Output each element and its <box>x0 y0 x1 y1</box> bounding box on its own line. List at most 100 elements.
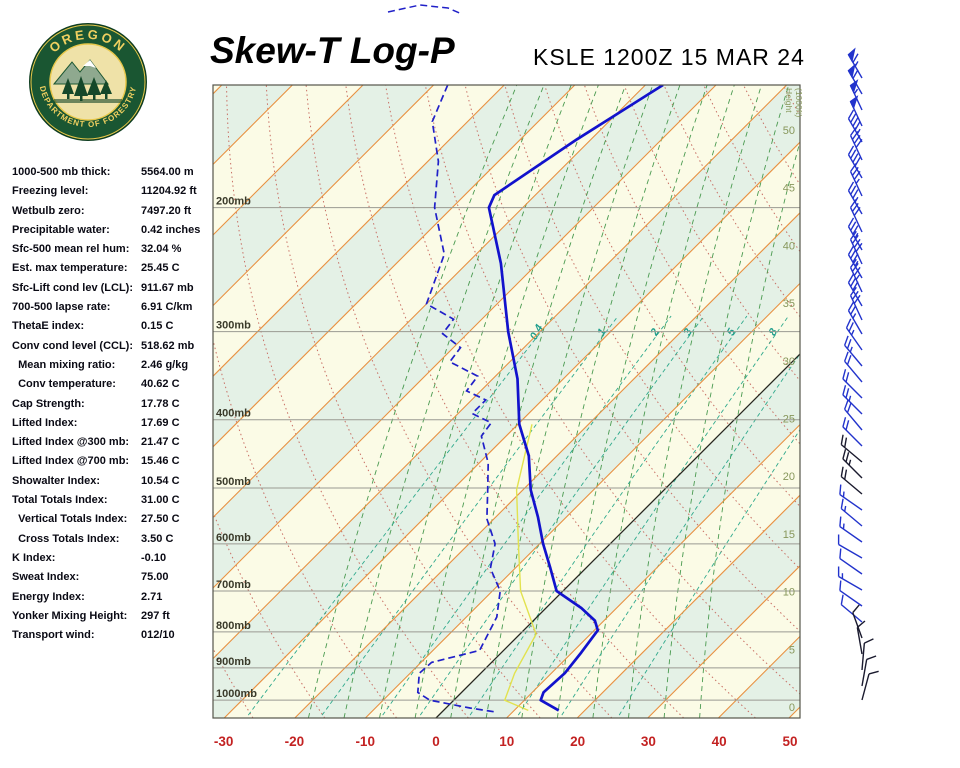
stat-label: Wetbulb zero: <box>12 204 85 217</box>
height-axis-title: Height <box>784 88 794 113</box>
stat-label: Showalter Index: <box>12 474 101 487</box>
stat-row: Freezing level: 11204.92 ft <box>12 185 217 204</box>
stat-value: 2.46 g/kg <box>141 358 189 371</box>
stat-value: 012/10 <box>141 629 175 642</box>
stat-value: 10.54 C <box>141 474 180 487</box>
stat-label: Lifted Index @300 mb: <box>12 436 130 449</box>
height-axis-label: 20 <box>783 471 795 483</box>
stat-value: 17.69 C <box>141 416 180 429</box>
stat-value: 40.62 C <box>141 378 180 391</box>
temperature-line <box>487 85 664 712</box>
page-title: Skew-T Log-P <box>210 30 455 71</box>
stat-row: Mean mixing ratio: 2.46 g/kg <box>12 359 217 378</box>
temp-axis-label: -30 <box>214 734 234 749</box>
stat-row: Sfc-Lift cond lev (LCL): 911.67 mb <box>12 282 217 301</box>
temp-axis-labels: -30 -20 -10 0 10 20 30 40 50 <box>214 734 798 749</box>
stray-dashed-segment <box>387 4 463 15</box>
temp-axis-label: 10 <box>499 734 514 749</box>
height-axis-label: 40 <box>783 240 795 252</box>
wind-barb <box>852 604 863 639</box>
stat-label: 700-500 lapse rate: <box>12 301 111 314</box>
stat-label: Sfc-500 mean rel hum: <box>12 243 130 256</box>
wind-barb <box>840 434 863 463</box>
stat-row: Sweat Index: 75.00 <box>12 571 217 590</box>
isobars <box>213 207 800 701</box>
stat-value: 15.46 C <box>141 455 180 468</box>
stat-label: Cross Totals Index: <box>12 532 120 545</box>
wind-barb <box>843 335 863 367</box>
stat-row: Showalter Index: 10.54 C <box>12 475 217 494</box>
stat-label: 1000-500 mb thick: <box>12 166 111 178</box>
stat-label: Conv temperature: <box>12 378 116 391</box>
wind-barb <box>839 516 863 543</box>
pressure-label: 1000mb <box>216 688 257 700</box>
mixing-ratio-label: 2 <box>648 327 662 339</box>
wind-barb <box>856 620 866 655</box>
stat-label: Transport wind: <box>12 629 95 642</box>
temp-axis-label: 30 <box>641 734 656 749</box>
pressure-label: 300mb <box>216 320 251 332</box>
wind-barb <box>849 286 863 321</box>
wind-barb <box>839 548 863 575</box>
stat-row: Conv cond level (CCL): 518.62 mb <box>12 340 217 359</box>
mixing-ratio-label: 3 <box>681 327 694 338</box>
temp-axis-label: 50 <box>782 734 797 749</box>
wind-barb <box>842 417 863 447</box>
stat-label: Sweat Index: <box>12 571 80 584</box>
height-axis-label: 50 <box>783 125 795 137</box>
stat-value: 2.71 <box>141 590 163 603</box>
temp-axis-label: 0 <box>432 734 440 749</box>
station-datetime-title: KSLE 1200Z 15 MAR 24 <box>533 44 805 70</box>
stat-value: 0.42 inches <box>141 223 201 236</box>
stat-label: Lifted Index: <box>12 416 78 429</box>
stat-label: Vertical Totals Index: <box>12 513 128 526</box>
stat-label: K Index: <box>12 551 56 564</box>
pressure-label: 400mb <box>216 408 251 420</box>
height-axis-labels: 0 5 10 15 20 25 30 35 40 45 50 Height (1000ft) <box>783 88 804 714</box>
wind-barb <box>847 63 863 95</box>
stat-row: Est. max temperature: 25.45 C <box>12 262 217 281</box>
stat-row: Lifted Index @300 mb: 21.47 C <box>12 436 217 455</box>
wind-barb <box>837 566 863 591</box>
stat-label: Cap Strength: <box>12 397 85 410</box>
wetbulb-line <box>503 424 537 712</box>
stat-label: Precipitable water: <box>12 223 110 236</box>
stat-row: ThetaE index: 0.15 C <box>12 320 217 339</box>
stat-value: 21.47 C <box>141 436 180 449</box>
temp-axis-label: -20 <box>285 734 305 749</box>
stat-row: Sfc-500 mean rel hum: 32.04 % <box>12 243 217 262</box>
wind-barb <box>837 534 863 559</box>
stat-value: 75.00 <box>141 571 169 584</box>
pressure-label: 600mb <box>216 532 251 544</box>
stat-label: Mean mixing ratio: <box>12 358 116 371</box>
wind-barb <box>849 198 863 233</box>
pressure-labels: 200mb 300mb 400mb 500mb 600mb 700mb 800mb 900mb… <box>216 196 257 701</box>
wind-barb <box>843 399 863 431</box>
wind-barb <box>847 181 863 215</box>
wind-barb <box>849 258 863 293</box>
wind-barb <box>849 126 863 161</box>
wind-barb <box>843 351 863 383</box>
stat-value: 6.91 C/km <box>141 301 193 314</box>
pressure-label: 700mb <box>216 579 251 591</box>
pressure-label: 200mb <box>216 196 251 208</box>
stat-row: Yonker Mixing Height: 297 ft <box>12 610 217 629</box>
stat-row: Cap Strength: 17.78 C <box>12 398 217 417</box>
stat-value: 31.00 C <box>141 494 180 507</box>
stat-value: 11204.92 ft <box>141 185 197 198</box>
stat-row: Precipitable water: 0.42 inches <box>12 224 217 243</box>
wind-barb <box>839 580 863 607</box>
stat-label: Lifted Index @700 mb: <box>12 455 130 468</box>
temp-axis-label: -10 <box>355 734 375 749</box>
stat-row: 700-500 lapse rate: 6.91 C/km <box>12 301 217 320</box>
height-axis-label: 5 <box>789 644 795 656</box>
stat-value: 0.15 C <box>141 320 174 333</box>
stat-row: Lifted Index @700 mb: 15.46 C <box>12 455 217 474</box>
chart-border <box>212 84 801 719</box>
stat-label: ThetaE index: <box>12 320 85 333</box>
stat-value: -0.10 <box>141 551 167 564</box>
stat-label: Conv cond level (CCL): <box>12 339 134 352</box>
wind-barb <box>847 109 863 143</box>
